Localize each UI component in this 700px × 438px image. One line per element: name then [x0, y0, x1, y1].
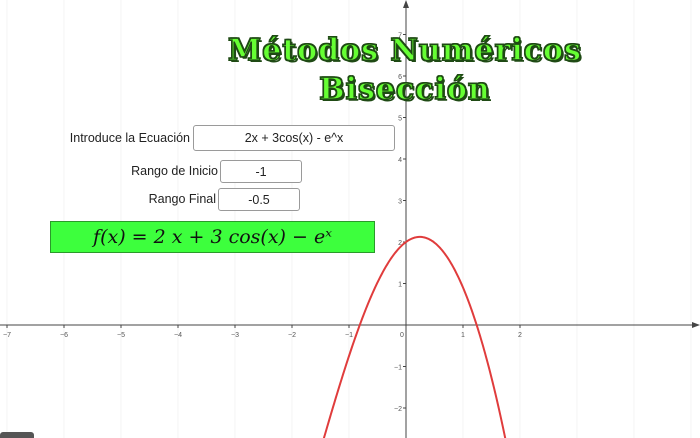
y-tick-label: 3	[398, 199, 402, 206]
x-tick-label: 2	[518, 332, 522, 339]
y-tick-label: 5	[398, 116, 402, 123]
x-tick-label: 1	[461, 332, 465, 339]
title-metodos-numericos: Métodos Numéricos	[227, 32, 582, 68]
x-tick-label: −6	[60, 332, 68, 339]
formula-display: f(x) = 2 x + 3 cos(x) − eˣ	[50, 221, 375, 253]
y-tick-label: 6	[398, 74, 402, 81]
x-tick-label: −4	[174, 332, 182, 339]
range-end-input[interactable]	[218, 188, 300, 211]
resize-handle[interactable]	[0, 432, 34, 438]
x-axis-arrow-icon	[692, 322, 700, 328]
x-tick-label: −2	[288, 332, 296, 339]
range-end-label: Rango Final	[148, 192, 216, 206]
x-tick-label: −7	[3, 332, 11, 339]
x-tick-label: 0	[400, 332, 404, 339]
y-tick-label: −2	[394, 406, 402, 413]
range-start-label: Rango de Inicio	[131, 164, 218, 178]
equation-input[interactable]	[193, 125, 395, 151]
axis-ticks: −7 −6 −5 −4 −3 −2 −1 0 1 2 −2 −1 1 2 3 4 5 6 7	[3, 33, 522, 414]
y-tick-label: 7	[398, 33, 402, 40]
x-tick-label: −5	[117, 332, 125, 339]
x-tick-label: −1	[345, 332, 353, 339]
range-start-input[interactable]	[220, 160, 302, 183]
y-tick-label: 2	[398, 240, 402, 247]
y-tick-label: −1	[394, 365, 402, 372]
y-tick-label: 1	[398, 282, 402, 289]
graph-grid	[6, 0, 692, 438]
equation-label: Introduce la Ecuación	[69, 131, 190, 145]
y-tick-label: 4	[398, 157, 402, 164]
function-curve[interactable]	[322, 235, 507, 438]
x-tick-label: −3	[231, 332, 239, 339]
title-biseccion: Bisección	[319, 71, 491, 107]
y-axis-arrow-icon	[403, 0, 409, 8]
